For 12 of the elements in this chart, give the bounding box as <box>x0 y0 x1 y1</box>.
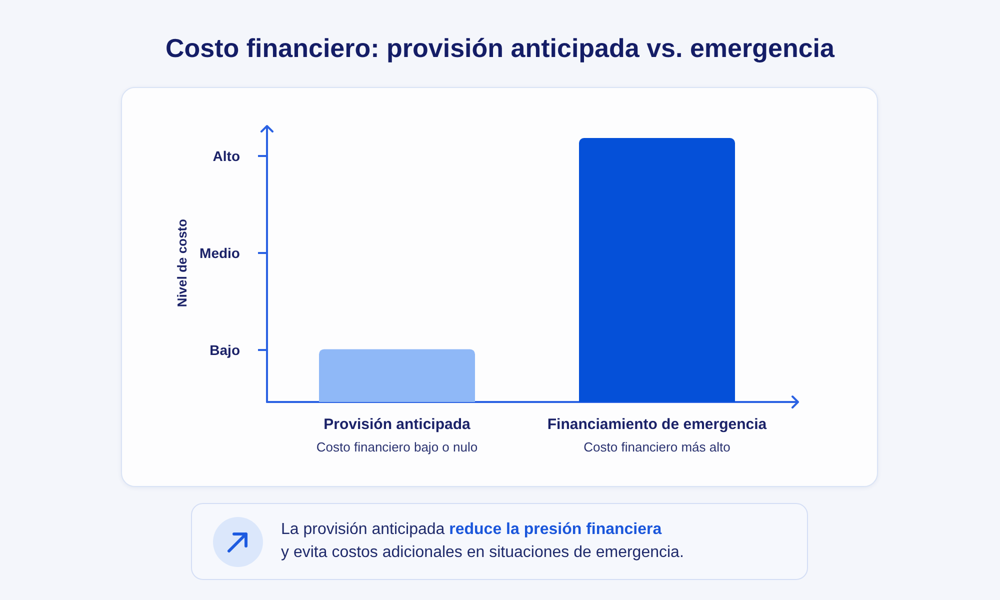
text: Bajo <box>210 342 240 358</box>
text: Medio <box>200 245 240 261</box>
chart-title: Costo financiero: provisión anticipada vs. emergencia <box>166 33 836 63</box>
text: Costo financiero bajo o nulo <box>316 440 478 454</box>
x-tick-label: Provisión anticipada <box>324 416 471 433</box>
text: Costo financiero más alto <box>584 440 730 454</box>
text: La provisión anticipada <box>281 521 445 538</box>
x-tick-label: Financiamiento de emergencia <box>547 416 768 433</box>
text: Alto <box>212 148 240 164</box>
text: y evita costos adicionales en situaciones de emergencia. <box>281 544 684 561</box>
text: Nivel de costo <box>174 218 190 308</box>
text: reduce la presión financiera <box>449 521 662 538</box>
